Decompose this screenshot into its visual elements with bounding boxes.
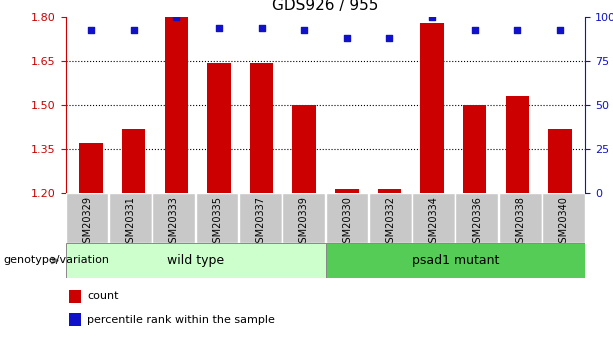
Point [214, 25, 224, 30]
Bar [548, 129, 571, 193]
Bar [165, 17, 188, 193]
Bar [369, 193, 412, 243]
Text: GSM20333: GSM20333 [169, 196, 179, 249]
Point [470, 28, 479, 33]
Point [555, 28, 565, 33]
Bar [80, 143, 103, 193]
Point [427, 14, 437, 20]
Bar [66, 243, 326, 278]
Text: percentile rank within the sample: percentile rank within the sample [88, 315, 275, 325]
Text: genotype/variation: genotype/variation [3, 256, 109, 265]
Bar [335, 189, 359, 193]
Point [384, 35, 394, 41]
Text: GSM20332: GSM20332 [386, 196, 395, 249]
Bar [250, 63, 273, 193]
Point [257, 25, 267, 30]
Bar [207, 63, 230, 193]
Point [172, 14, 181, 20]
Bar [421, 23, 444, 193]
Text: GSM20339: GSM20339 [299, 196, 309, 249]
Text: GSM20340: GSM20340 [559, 196, 569, 249]
Bar [326, 243, 585, 278]
Text: GSM20334: GSM20334 [429, 196, 439, 249]
Bar [239, 193, 282, 243]
Text: GSM20331: GSM20331 [126, 196, 135, 249]
Text: psad1 mutant: psad1 mutant [412, 254, 499, 267]
Text: GSM20330: GSM20330 [342, 196, 352, 249]
Text: GSM20338: GSM20338 [516, 196, 525, 249]
Bar [499, 193, 542, 243]
Bar [506, 96, 529, 193]
Bar [122, 129, 145, 193]
Bar [109, 193, 152, 243]
Point [299, 28, 309, 33]
Text: GSM20337: GSM20337 [256, 196, 265, 249]
Bar [292, 105, 316, 193]
Bar [412, 193, 455, 243]
Title: GDS926 / 955: GDS926 / 955 [272, 0, 379, 13]
Bar [69, 313, 81, 326]
Point [342, 35, 352, 41]
Text: GSM20335: GSM20335 [212, 196, 222, 249]
Bar [463, 105, 486, 193]
Bar [69, 290, 81, 303]
Bar [152, 193, 195, 243]
Bar [282, 193, 325, 243]
Point [512, 28, 522, 33]
Bar [326, 193, 368, 243]
Bar [455, 193, 498, 243]
Point [129, 28, 139, 33]
Text: GSM20329: GSM20329 [82, 196, 92, 249]
Text: GSM20336: GSM20336 [472, 196, 482, 249]
Bar [542, 193, 585, 243]
Bar [66, 193, 109, 243]
Point [86, 28, 96, 33]
Text: wild type: wild type [167, 254, 224, 267]
Bar [196, 193, 238, 243]
Bar [378, 189, 401, 193]
Text: count: count [88, 292, 119, 302]
